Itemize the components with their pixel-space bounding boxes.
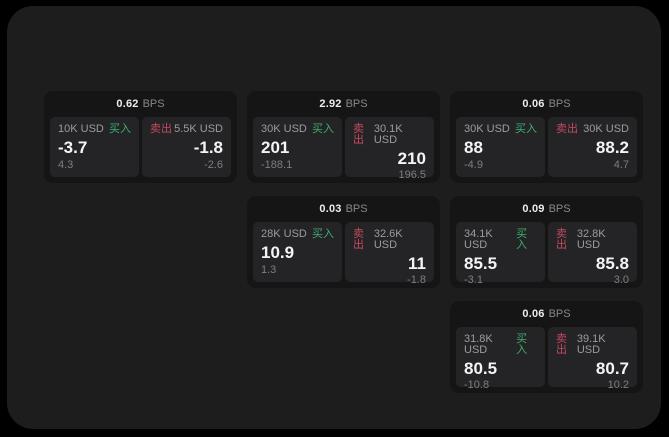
buy-delta: -3.1 xyxy=(464,273,483,286)
bps-unit: BPS xyxy=(345,98,368,110)
buy-price: 201 xyxy=(261,138,290,157)
quote-card-4: 0.03 BPS 28K USD 买入 10.9 1.3 卖出 32.6K US… xyxy=(247,196,440,288)
buy-delta: 1.3 xyxy=(261,264,277,276)
card-header: 0.06 BPS xyxy=(456,301,637,327)
card-header: 0.09 BPS xyxy=(456,196,637,222)
sell-label: 卖出 xyxy=(556,228,567,251)
bps-unit: BPS xyxy=(548,203,571,215)
card-header: 2.92 BPS xyxy=(253,91,434,117)
buy-label: 买入 xyxy=(515,123,537,135)
buy-label: 买入 xyxy=(516,228,528,251)
buy-amount: 10K USD xyxy=(58,123,104,135)
buy-price: 88 xyxy=(464,138,483,157)
buy-amount: 28K USD xyxy=(261,228,307,240)
buy-label: 买入 xyxy=(109,123,131,135)
bps-value: 2.92 xyxy=(319,98,342,110)
sell-amount: 39.1K USD xyxy=(576,333,606,356)
buy-panel[interactable]: 30K USD 买入 201 -188.1 xyxy=(253,117,342,177)
sell-label: 卖出 xyxy=(353,123,364,146)
quote-panels: 31.8K USD 买入 80.5 -10.8 卖出 39.1K USD 80.… xyxy=(456,327,637,391)
buy-label: 买入 xyxy=(312,228,334,240)
bps-value: 0.03 xyxy=(319,203,342,215)
card-header: 0.03 BPS xyxy=(253,196,434,222)
buy-panel[interactable]: 28K USD 买入 10.9 1.3 xyxy=(253,222,342,282)
sell-amount: 30K USD xyxy=(583,123,629,135)
sell-panel[interactable]: 卖出 30.1K USD 210 196.5 xyxy=(345,117,434,181)
quote-panels: 28K USD 买入 10.9 1.3 卖出 32.6K USD 11 -1.8 xyxy=(253,222,434,286)
quote-card-6: 0.06 BPS 31.8K USD 买入 80.5 -10.8 卖出 39.1… xyxy=(450,301,643,393)
sell-price: 11 xyxy=(408,254,426,273)
quote-panels: 30K USD 买入 88 -4.9 卖出 30K USD 88.2 4.7 xyxy=(456,117,637,177)
bps-unit: BPS xyxy=(345,203,368,215)
sell-panel[interactable]: 卖出 32.8K USD 85.8 3.0 xyxy=(548,222,637,286)
bps-unit: BPS xyxy=(142,98,165,110)
bps-value: 0.62 xyxy=(116,98,139,110)
buy-panel[interactable]: 34.1K USD 买入 85.5 -3.1 xyxy=(456,222,545,286)
quote-panels: 34.1K USD 买入 85.5 -3.1 卖出 32.8K USD 85.8… xyxy=(456,222,637,286)
quote-panels: 30K USD 买入 201 -188.1 卖出 30.1K USD 210 1… xyxy=(253,117,434,181)
sell-label: 卖出 xyxy=(353,228,364,251)
quote-panels: 10K USD 买入 -3.7 4.3 卖出 5.5K USD -1.8 -2.… xyxy=(50,117,231,177)
buy-delta: -10.8 xyxy=(464,378,490,391)
sell-label: 卖出 xyxy=(150,123,172,135)
sell-panel[interactable]: 卖出 5.5K USD -1.8 -2.6 xyxy=(142,117,231,177)
card-header: 0.06 BPS xyxy=(456,91,637,117)
buy-price: 10.9 xyxy=(261,243,295,262)
quote-card-1: 0.62 BPS 10K USD 买入 -3.7 4.3 卖出 5.5K USD xyxy=(44,91,237,183)
bps-value: 0.06 xyxy=(522,308,545,320)
sell-price: 88.2 xyxy=(595,138,629,157)
sell-price: 85.8 xyxy=(595,254,629,273)
buy-price: 85.5 xyxy=(464,254,498,273)
buy-panel[interactable]: 10K USD 买入 -3.7 4.3 xyxy=(50,117,139,177)
card-header: 0.62 BPS xyxy=(50,91,231,117)
sell-panel[interactable]: 卖出 30K USD 88.2 4.7 xyxy=(548,117,637,177)
sell-amount: 30.1K USD xyxy=(373,123,403,146)
buy-price: -3.7 xyxy=(58,138,88,157)
app-window: 0.62 BPS 10K USD 买入 -3.7 4.3 卖出 5.5K USD xyxy=(7,6,661,429)
quote-card-5: 0.09 BPS 34.1K USD 买入 85.5 -3.1 卖出 32.8K… xyxy=(450,196,643,288)
sell-panel[interactable]: 卖出 39.1K USD 80.7 10.2 xyxy=(548,327,637,391)
sell-delta: 10.2 xyxy=(607,378,629,391)
buy-amount: 34.1K USD xyxy=(464,228,493,251)
buy-label: 买入 xyxy=(516,333,528,356)
buy-amount: 31.8K USD xyxy=(464,333,493,356)
buy-delta: -4.9 xyxy=(464,159,483,171)
buy-panel[interactable]: 30K USD 买入 88 -4.9 xyxy=(456,117,545,177)
sell-price: 80.7 xyxy=(595,359,629,378)
sell-delta: 4.7 xyxy=(613,159,629,171)
sell-amount: 32.6K USD xyxy=(373,228,403,251)
buy-delta: 4.3 xyxy=(58,159,74,171)
buy-price: 80.5 xyxy=(464,359,498,378)
sell-label: 卖出 xyxy=(556,123,578,135)
sell-label: 卖出 xyxy=(556,333,567,356)
buy-panel[interactable]: 31.8K USD 买入 80.5 -10.8 xyxy=(456,327,545,391)
buy-label: 买入 xyxy=(312,123,334,135)
bps-unit: BPS xyxy=(548,308,571,320)
sell-delta: -2.6 xyxy=(204,159,223,171)
sell-amount: 32.8K USD xyxy=(576,228,606,251)
sell-price: -1.8 xyxy=(193,138,223,157)
sell-panel[interactable]: 卖出 32.6K USD 11 -1.8 xyxy=(345,222,434,286)
bps-unit: BPS xyxy=(548,98,571,110)
buy-amount: 30K USD xyxy=(261,123,307,135)
sell-amount: 5.5K USD xyxy=(174,123,223,135)
sell-delta: 196.5 xyxy=(398,168,426,181)
buy-amount: 30K USD xyxy=(464,123,510,135)
buy-delta: -188.1 xyxy=(261,159,293,171)
quote-card-2: 2.92 BPS 30K USD 买入 201 -188.1 卖出 30.1K … xyxy=(247,91,440,183)
sell-delta: -1.8 xyxy=(407,273,426,286)
bps-value: 0.06 xyxy=(522,98,545,110)
sell-delta: 3.0 xyxy=(613,273,629,286)
quote-card-3: 0.06 BPS 30K USD 买入 88 -4.9 卖出 30K USD xyxy=(450,91,643,183)
bps-value: 0.09 xyxy=(522,203,545,215)
sell-price: 210 xyxy=(397,149,426,168)
